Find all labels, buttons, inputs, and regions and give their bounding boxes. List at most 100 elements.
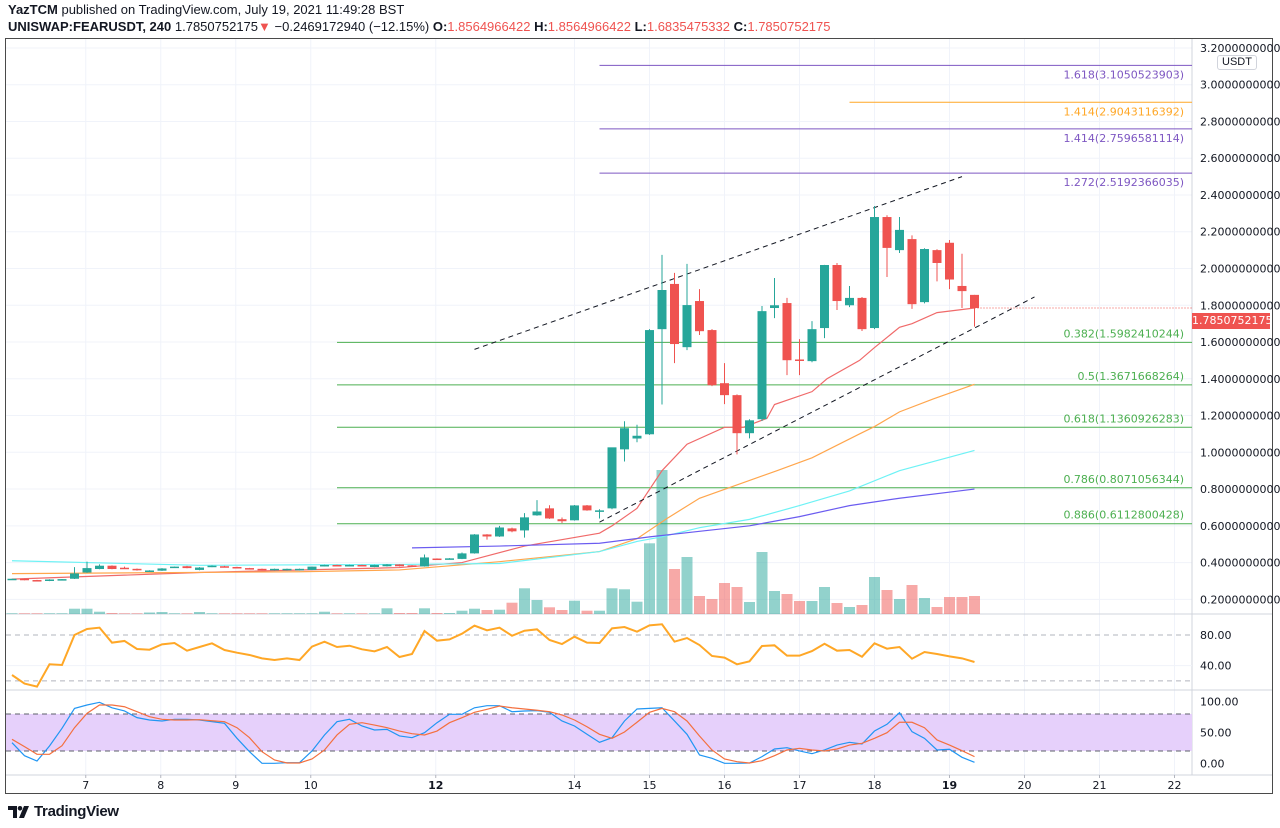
candle[interactable]	[932, 249, 942, 282]
tradingview-logo[interactable]: TradingView	[8, 803, 119, 820]
candle[interactable]	[95, 564, 104, 570]
candle[interactable]	[257, 568, 267, 571]
candle[interactable]	[470, 534, 479, 554]
candle[interactable]	[7, 578, 17, 581]
candle[interactable]	[70, 567, 79, 579]
candle[interactable]	[20, 578, 29, 581]
candle[interactable]	[370, 564, 379, 568]
candle[interactable]	[645, 329, 654, 435]
candle[interactable]	[395, 564, 404, 567]
candle[interactable]	[732, 394, 742, 455]
candle[interactable]	[132, 568, 142, 571]
candle[interactable]	[582, 505, 592, 511]
candle[interactable]	[832, 262, 842, 311]
candle[interactable]	[207, 565, 217, 568]
currency-badge[interactable]: USDT	[1217, 55, 1257, 70]
candle[interactable]	[195, 567, 204, 571]
candle[interactable]	[595, 509, 604, 519]
candle[interactable]	[232, 566, 242, 569]
moving-average-line	[11, 307, 975, 580]
candle[interactable]	[957, 253, 967, 309]
candle[interactable]	[270, 568, 279, 571]
candle[interactable]	[320, 564, 329, 567]
candle[interactable]	[432, 558, 442, 561]
candle[interactable]	[845, 285, 854, 308]
candle[interactable]	[632, 424, 642, 443]
candle[interactable]	[895, 217, 904, 254]
candle[interactable]	[670, 272, 679, 364]
volume-bar	[81, 608, 93, 614]
candle[interactable]	[32, 579, 42, 582]
candle[interactable]	[907, 235, 917, 309]
fib-level-label: 1.272(2.5192366035)	[1063, 176, 1184, 189]
author-name[interactable]: YazTCM	[8, 2, 58, 17]
candle[interactable]	[782, 297, 792, 376]
candle[interactable]	[695, 289, 704, 336]
candle[interactable]	[357, 564, 367, 567]
candle[interactable]	[520, 513, 529, 538]
candle[interactable]	[620, 421, 629, 462]
candle-body	[707, 330, 717, 386]
volume-bar	[531, 600, 543, 614]
candle[interactable]	[795, 339, 804, 376]
candle[interactable]	[532, 500, 542, 516]
candle[interactable]	[382, 564, 392, 567]
candle[interactable]	[607, 447, 617, 510]
high-key: H:	[534, 19, 548, 34]
candle[interactable]	[45, 579, 54, 582]
fib-level-label: 0.382(1.5982410244)	[1063, 327, 1184, 340]
time-axis-label: 8	[157, 779, 164, 792]
candle[interactable]	[757, 305, 767, 422]
candle[interactable]	[182, 565, 192, 569]
candle[interactable]	[857, 296, 867, 331]
candle[interactable]	[707, 329, 717, 387]
candle[interactable]	[770, 278, 779, 319]
candle-body	[945, 242, 954, 280]
candle[interactable]	[82, 561, 92, 573]
candle[interactable]	[145, 570, 154, 572]
candle[interactable]	[345, 564, 354, 567]
candle[interactable]	[495, 525, 504, 537]
candle[interactable]	[945, 240, 954, 290]
candle[interactable]	[482, 534, 492, 540]
candle[interactable]	[682, 263, 692, 351]
candle[interactable]	[245, 567, 254, 570]
candle[interactable]	[882, 215, 892, 277]
candle-body	[470, 534, 479, 554]
candle[interactable]	[545, 505, 554, 519]
candle[interactable]	[720, 363, 729, 405]
candle[interactable]	[445, 558, 454, 560]
candle[interactable]	[407, 565, 417, 567]
price-change: −0.2469172940 (−12.15%)	[274, 19, 430, 34]
volume-bar	[606, 588, 618, 614]
candle[interactable]	[970, 294, 979, 327]
candle-body	[345, 564, 354, 567]
candle[interactable]	[57, 578, 67, 581]
volume-bar	[844, 607, 855, 614]
candle[interactable]	[170, 566, 179, 569]
candle[interactable]	[870, 206, 879, 330]
candle[interactable]	[457, 552, 467, 560]
candle[interactable]	[557, 517, 567, 524]
candle[interactable]	[507, 527, 517, 533]
candle[interactable]	[220, 565, 229, 568]
candle[interactable]	[282, 568, 292, 571]
candle[interactable]	[920, 248, 929, 304]
candle-body	[620, 428, 629, 450]
candle[interactable]	[107, 565, 117, 570]
candle[interactable]	[157, 568, 167, 571]
candle[interactable]	[657, 254, 667, 405]
price-axis-label: 0.6000000000	[1200, 520, 1280, 533]
candle[interactable]	[332, 564, 342, 567]
candle[interactable]	[807, 321, 817, 363]
candle[interactable]	[295, 568, 304, 571]
candle[interactable]	[420, 554, 429, 567]
stoch-axis-label: 50.00	[1200, 726, 1232, 739]
candle[interactable]	[307, 566, 317, 571]
candle[interactable]	[820, 264, 829, 339]
candle[interactable]	[570, 505, 579, 521]
candle[interactable]	[120, 566, 129, 570]
candle[interactable]	[745, 419, 754, 439]
volume-bar	[806, 601, 818, 614]
